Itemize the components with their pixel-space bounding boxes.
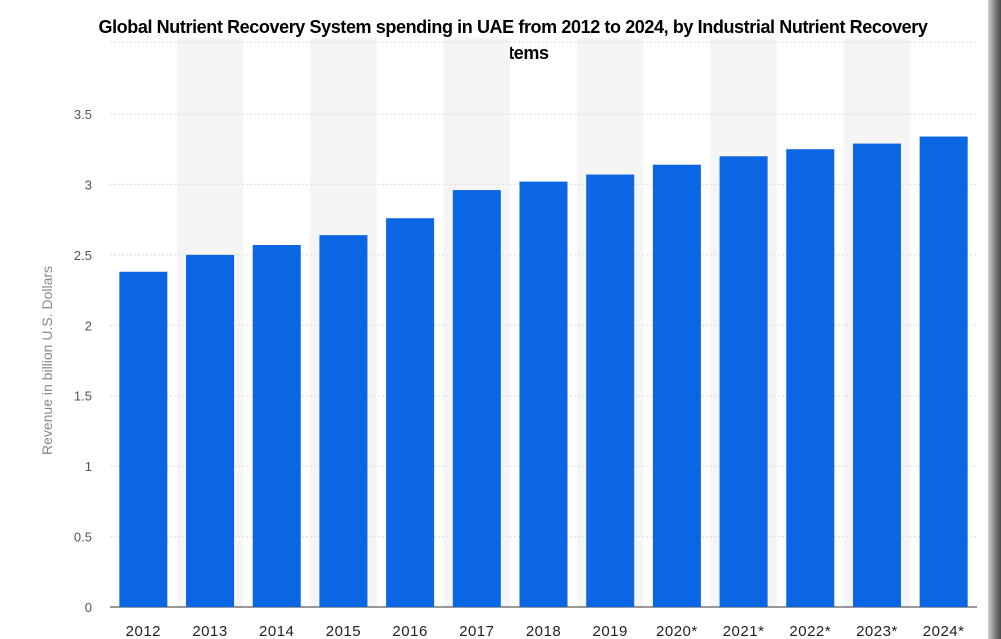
y-axis-ticks: 0 0.5 1 1.5 2 2.5 3 3.5 xyxy=(74,107,92,615)
x-tick-label: 2022* xyxy=(789,623,831,639)
bar[interactable] xyxy=(319,235,368,607)
bar[interactable] xyxy=(652,164,701,608)
y-tick-label: 0.5 xyxy=(74,530,92,545)
bar[interactable] xyxy=(919,136,968,607)
bar[interactable] xyxy=(452,190,501,607)
y-tick-label: 2 xyxy=(85,318,92,333)
y-axis-label: Revenue in billion U.S. Dollars xyxy=(39,266,55,455)
bars xyxy=(119,136,968,608)
x-tick-label: 2019 xyxy=(593,623,628,639)
bar[interactable] xyxy=(386,218,435,607)
x-tick-label: 2012 xyxy=(126,623,161,639)
y-tick-label: 3.5 xyxy=(74,107,92,122)
y-tick-label: 0 xyxy=(85,600,92,615)
x-tick-label: 2015 xyxy=(326,623,361,639)
x-tick-label: 2017 xyxy=(459,623,494,639)
x-tick-label: 2021* xyxy=(723,623,765,639)
x-tick-label: 2024* xyxy=(923,623,965,639)
bar[interactable] xyxy=(186,254,235,607)
bar[interactable] xyxy=(852,143,901,607)
x-tick-label: 2018 xyxy=(526,623,561,639)
bar[interactable] xyxy=(252,244,301,608)
x-tick-label: 2013 xyxy=(192,623,227,639)
y-tick-label: 1.5 xyxy=(74,389,92,404)
y-tick-label: 3 xyxy=(85,177,92,192)
x-tick-label: 2023* xyxy=(856,623,898,639)
y-tick-label: 1 xyxy=(85,459,92,474)
x-tick-label: 2020* xyxy=(656,623,698,639)
bar[interactable] xyxy=(586,174,635,607)
x-tick-label: 2014 xyxy=(259,623,294,639)
bar[interactable] xyxy=(119,271,168,607)
bar[interactable] xyxy=(519,181,568,607)
y-tick-label: 2.5 xyxy=(74,248,92,263)
bar[interactable] xyxy=(719,156,768,607)
bar[interactable] xyxy=(786,149,835,607)
x-tick-label: 2016 xyxy=(392,623,427,639)
x-axis-ticks: 2012 2013 2014 2015 2016 2017 2018 2019 2020* 202… xyxy=(126,623,965,639)
window-edge-shadow xyxy=(988,0,1001,639)
